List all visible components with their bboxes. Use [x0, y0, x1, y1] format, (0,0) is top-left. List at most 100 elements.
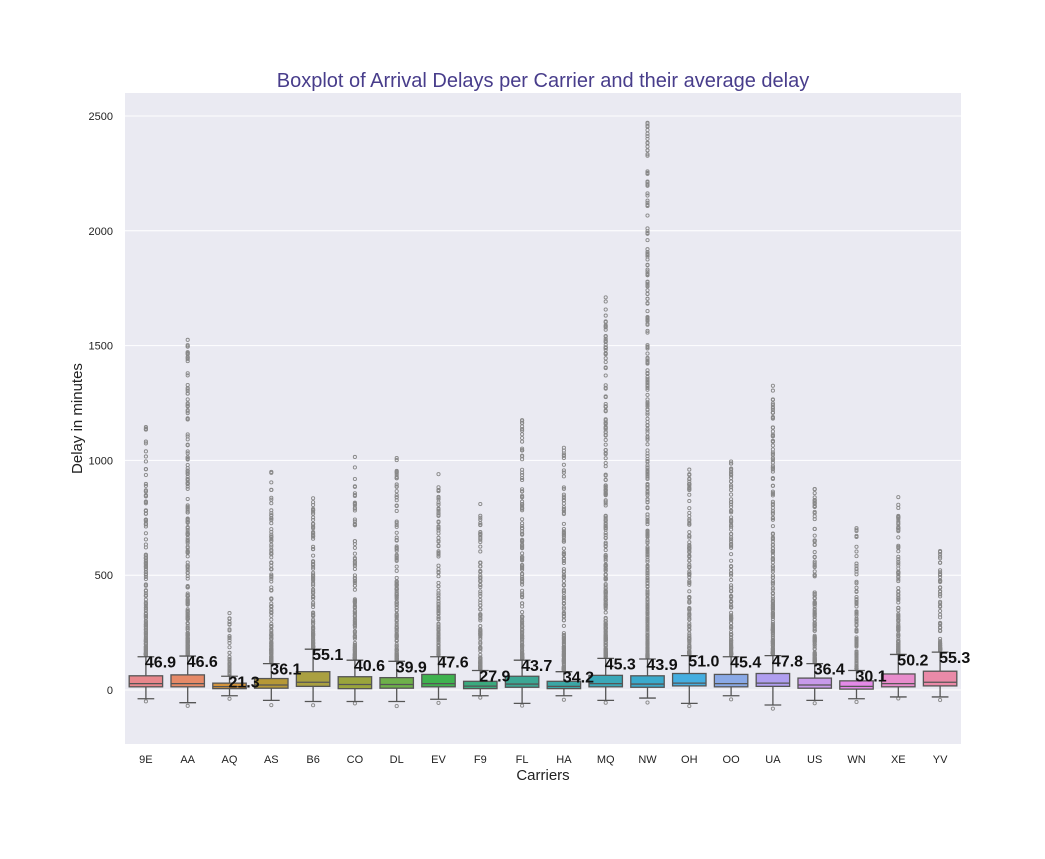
outlier-point — [770, 515, 775, 520]
outlier-point — [520, 636, 525, 641]
outlier-point — [770, 397, 775, 402]
outlier-point — [520, 448, 525, 453]
outlier-point — [645, 636, 650, 641]
outlier-point — [729, 573, 734, 578]
outlier-point — [352, 605, 357, 611]
outlier-point — [896, 595, 901, 600]
outlier-point — [729, 563, 734, 569]
outlier-point — [269, 480, 274, 485]
outlier-point — [770, 625, 775, 630]
outlier-point — [352, 561, 357, 566]
outlier-point — [227, 669, 232, 674]
x-tick-label-HA: HA — [556, 754, 572, 766]
outlier-point — [352, 563, 357, 569]
outlier-point — [645, 568, 650, 573]
outlier-point — [938, 625, 943, 630]
outlier-point — [603, 535, 608, 540]
outlier-point — [603, 582, 608, 587]
outlier-point — [561, 526, 566, 532]
box-rect-AQ — [212, 682, 247, 690]
boxes — [128, 648, 958, 706]
outlier-point — [185, 576, 190, 581]
outlier-point — [687, 608, 692, 613]
outlier-point — [645, 426, 650, 431]
outlier-point — [394, 458, 399, 463]
outliers-F9 — [478, 501, 483, 700]
outlier-point — [603, 473, 608, 478]
outlier-point — [478, 637, 483, 642]
outlier-point — [770, 465, 775, 470]
outlier-point — [311, 611, 316, 616]
outlier-point — [143, 517, 148, 522]
outlier-point — [603, 356, 608, 361]
outlier-point — [352, 636, 357, 641]
outlier-point — [520, 532, 525, 537]
outlier-point — [394, 484, 399, 489]
outlier-point — [143, 636, 148, 641]
outlier-point — [561, 607, 566, 612]
outlier-point — [352, 625, 357, 630]
outlier-point — [729, 586, 734, 591]
outlier-point — [185, 651, 190, 656]
outlier-point — [645, 141, 650, 146]
outlier-point — [394, 646, 399, 651]
outlier-point — [645, 328, 650, 333]
outlier-point — [645, 272, 650, 277]
outlier-point — [436, 489, 441, 494]
outlier-point — [143, 449, 148, 454]
outlier-point — [143, 607, 148, 612]
mean-label-AA: 46.6 — [187, 654, 218, 671]
box-F9 — [462, 669, 498, 697]
outlier-point — [645, 351, 650, 356]
outlier-point — [603, 295, 608, 300]
outlier-point — [185, 616, 190, 621]
outlier-point — [687, 639, 692, 644]
mean-labels: 46.9 46.6 21.3 36.1 55.1 40.6 39.9 47.6 27.9 43.7… — [145, 647, 970, 691]
x-axis-label: Carriers — [516, 767, 569, 784]
outlier-point — [352, 652, 357, 657]
outlier-point — [394, 621, 399, 626]
mean-label-DL: 39.9 — [396, 659, 427, 676]
outlier-point — [185, 371, 190, 376]
outlier-point — [352, 508, 357, 513]
outlier-point — [812, 701, 817, 706]
outlier-point — [645, 591, 650, 596]
outlier-point — [770, 505, 775, 510]
outlier-point — [269, 634, 274, 639]
outliers-FL — [520, 418, 525, 708]
outlier-point — [143, 574, 148, 579]
outlier-point — [561, 521, 566, 526]
outlier-point — [645, 134, 650, 139]
outlier-point — [520, 418, 525, 423]
outlier-point — [687, 571, 692, 576]
outlier-point — [394, 520, 399, 525]
outlier-point — [729, 605, 734, 610]
outlier-point — [561, 530, 566, 535]
outlier-point — [561, 660, 566, 665]
outlier-point — [311, 613, 316, 618]
outlier-point — [687, 600, 692, 605]
outlier-point — [478, 575, 483, 580]
box-9E — [128, 656, 164, 700]
outlier-point — [478, 589, 483, 594]
outlier-point — [896, 495, 901, 500]
outlier-point — [770, 401, 775, 406]
outlier-point — [770, 383, 775, 388]
outlier-point — [645, 407, 650, 412]
outlier-point — [896, 648, 901, 653]
outlier-point — [143, 545, 148, 550]
outlier-point — [687, 704, 692, 709]
outlier-point — [185, 403, 190, 408]
outlier-point — [311, 573, 316, 579]
outlier-point — [603, 373, 608, 378]
outlier-point — [729, 614, 734, 619]
outlier-point — [520, 630, 525, 635]
outlier-point — [645, 257, 650, 262]
outlier-point — [143, 519, 148, 524]
outlier-point — [645, 191, 650, 196]
outlier-point — [854, 526, 859, 531]
outlier-point — [561, 538, 566, 543]
outlier-point — [311, 546, 316, 551]
outlier-point — [854, 600, 859, 605]
outlier-point — [645, 499, 650, 504]
